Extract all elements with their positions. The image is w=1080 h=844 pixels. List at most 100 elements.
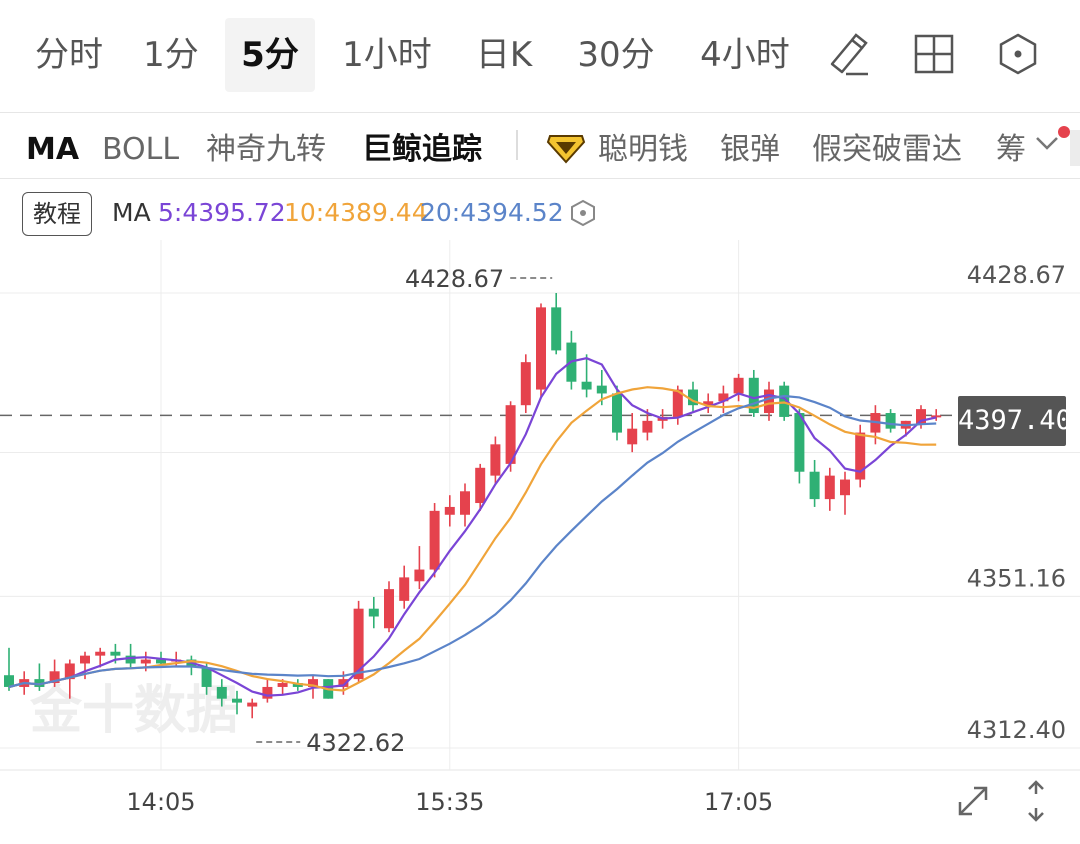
indicator-divider [0, 178, 1080, 179]
x-axis-label: 15:35 [415, 788, 484, 816]
candle-body [490, 444, 501, 476]
candle [824, 467, 835, 511]
candle-body [581, 381, 592, 390]
tab-intraday[interactable]: 分时 [35, 35, 103, 75]
candle-body [855, 432, 866, 480]
watermark: 金十数据 [29, 681, 238, 741]
candle-body [353, 608, 364, 680]
candle [49, 659, 60, 687]
candle-body [931, 415, 942, 418]
indicator-silver-bullet[interactable]: 银弹 [720, 132, 780, 167]
candle-body [49, 671, 60, 684]
indicator-false-breakout-radar[interactable]: 假突破雷达 [812, 132, 962, 167]
candle [368, 596, 379, 629]
candle-body [824, 475, 835, 500]
grid-layout-icon[interactable] [912, 30, 956, 78]
candle [490, 436, 501, 484]
candle-body [551, 307, 562, 351]
candle [520, 354, 531, 414]
tab-1hour[interactable]: 1小时 [342, 35, 432, 75]
chart-grid [0, 240, 1080, 771]
candle-body [64, 663, 75, 680]
tab-daily[interactable]: 日K [475, 35, 533, 75]
ma-label: MA [112, 198, 151, 227]
tutorial-button[interactable]: 教程 [22, 192, 92, 236]
candle-body [292, 683, 303, 687]
candle [551, 293, 562, 355]
candle [216, 679, 227, 707]
ma10-line [8, 386, 937, 692]
tab-5min[interactable]: 5分 [225, 18, 315, 92]
candle-body [399, 577, 410, 601]
y-axis-label: 4351.16 [967, 564, 1066, 592]
candle [125, 643, 136, 668]
candle-body [718, 393, 729, 402]
candle-body [156, 659, 166, 664]
ma-settings-icon[interactable] [568, 198, 598, 228]
candle-body [308, 679, 318, 687]
candle-body [520, 362, 531, 406]
expand-icon[interactable] [952, 780, 994, 822]
y-axis-label: 4428.67 [967, 261, 1066, 289]
candle [627, 413, 638, 453]
candle-body [262, 686, 273, 699]
candle-body [4, 675, 14, 687]
candle-body [125, 655, 136, 664]
indicator-nine-turns[interactable]: 神奇九转 [206, 132, 326, 167]
candle [536, 303, 546, 398]
candle-body [809, 471, 820, 500]
candle-body [536, 307, 546, 390]
candle-body [596, 385, 607, 394]
candle [642, 409, 653, 441]
candle-body [201, 667, 212, 687]
indicator-whale-tracking[interactable]: 巨鲸追踪 [362, 132, 482, 167]
candle [384, 581, 394, 633]
chevron-down-icon[interactable] [1032, 128, 1062, 158]
candle-body [688, 389, 698, 406]
max-price-label: 4428.67 [405, 265, 504, 293]
x-axis-labels: 14:05 15:35 17:05 [126, 788, 773, 816]
candle-body [642, 420, 653, 433]
candle-body [368, 608, 379, 617]
indicator-bar: MA BOLL 神奇九转 巨鲸追踪 聪明钱 银弹 假突破雷达 筹 [0, 118, 1080, 180]
candle-body [703, 401, 714, 406]
ma20-value: 20:4394.52 [420, 198, 564, 227]
candle-body [80, 655, 90, 664]
candle [779, 381, 790, 421]
vertical-scale-icon[interactable] [1022, 778, 1050, 824]
y-axis-label: 4312.40 [967, 716, 1066, 744]
candle [748, 369, 759, 417]
ma10-value: 10:4389.44 [284, 198, 428, 227]
candle [429, 503, 440, 578]
candle-body [764, 389, 774, 414]
candle-body [338, 679, 349, 687]
candle-body [840, 479, 850, 496]
x-axis-label: 17:05 [704, 788, 773, 816]
candle-body [140, 659, 151, 664]
indicator-ma[interactable]: MA [26, 132, 80, 167]
tabs-divider [0, 112, 1080, 113]
tab-4hour[interactable]: 4小时 [700, 35, 790, 75]
candle-body [232, 698, 242, 703]
ma-lines-group [8, 357, 937, 697]
candle-body [247, 702, 258, 707]
tab-1min[interactable]: 1分 [143, 35, 199, 75]
candle [4, 647, 14, 691]
draw-tool-icon[interactable] [826, 30, 870, 78]
indicator-boll[interactable]: BOLL [102, 132, 180, 167]
candles-group [4, 293, 942, 719]
candle-body [95, 651, 106, 656]
min-price-label: 4322.62 [306, 729, 405, 757]
indicator-separator [516, 130, 518, 160]
candle [399, 565, 410, 609]
candle-body [110, 651, 121, 656]
indicator-chip[interactable]: 筹 [996, 132, 1026, 167]
candle-body [34, 679, 45, 687]
candle [581, 354, 592, 398]
indicator-smart-money[interactable]: 聪明钱 [598, 132, 688, 167]
candle-body [612, 393, 622, 433]
tab-30min[interactable]: 30分 [577, 35, 655, 75]
settings-hexagon-icon[interactable] [996, 30, 1040, 78]
candle [232, 690, 242, 715]
